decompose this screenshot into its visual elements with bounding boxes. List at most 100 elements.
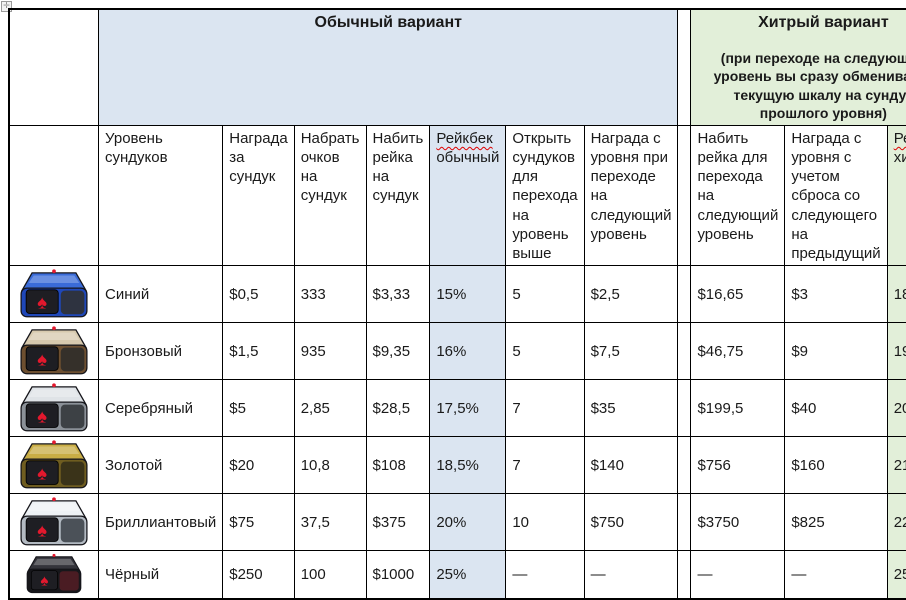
cell-open-chests[interactable]: 7 <box>505 436 585 495</box>
cell-level-reward[interactable]: $750 <box>583 493 679 552</box>
cell-open-chests[interactable]: 10 <box>505 493 585 552</box>
spacer-cell[interactable] <box>677 436 692 495</box>
cell-level-reward[interactable]: $140 <box>583 436 679 495</box>
spacer-cell[interactable] <box>677 493 692 552</box>
cell-rake-next[interactable]: $756 <box>690 436 786 495</box>
cell-level-reward[interactable]: $35 <box>583 379 679 438</box>
cell-rake[interactable]: $1000 <box>365 550 431 600</box>
cell-chest-image[interactable]: ♠ <box>8 265 99 324</box>
cell-rakeback-regular[interactable]: 20% <box>429 493 507 552</box>
corner-empty-cell[interactable] <box>8 8 99 126</box>
cell-points[interactable]: 100 <box>293 550 367 600</box>
cell-reward[interactable]: $20 <box>222 436 295 495</box>
table-select-handle-icon[interactable]: ✛ <box>1 1 12 12</box>
column-header-row: Уровень сундуков Награда за сундук Набра… <box>8 124 906 267</box>
cell-reward-reset[interactable]: $160 <box>784 436 888 495</box>
cell-level[interactable]: Бриллиантовый <box>97 493 224 552</box>
col-header-rake[interactable]: Набить рейка на сундук <box>365 124 431 267</box>
bronze-chest-icon: ♠ <box>20 326 88 375</box>
cell-reward-reset[interactable]: $825 <box>784 493 888 552</box>
cell-points[interactable]: 333 <box>293 265 367 324</box>
diamond-chest-icon: ♠ <box>20 497 88 546</box>
cell-rakeback-regular[interactable]: 16% <box>429 322 507 381</box>
cell-rake[interactable]: $3,33 <box>365 265 431 324</box>
cell-reward-reset[interactable]: $3 <box>784 265 888 324</box>
cell-open-chests[interactable]: 5 <box>505 265 585 324</box>
cell-level[interactable]: Золотой <box>97 436 224 495</box>
cell-level[interactable]: Синий <box>97 265 224 324</box>
cell-rake[interactable]: $375 <box>365 493 431 552</box>
cell-rakeback-tricky[interactable]: 21,2% <box>886 436 906 495</box>
col-header-rakeback-regular[interactable]: Рейкбек обычный <box>429 124 507 267</box>
col-header-level-reward[interactable]: Награда с уровня при переходе на следующ… <box>583 124 679 267</box>
col-header-reward-reset[interactable]: Награда с уровня с учетом сброса со след… <box>784 124 888 267</box>
cell-open-chests[interactable]: — <box>505 550 585 600</box>
cell-rakeback-tricky[interactable]: 25,0% <box>886 550 906 600</box>
spacer-cell[interactable] <box>677 379 692 438</box>
cell-rakeback-tricky[interactable]: 18,0% <box>886 265 906 324</box>
cell-chest-image[interactable]: ♠ <box>8 550 99 600</box>
cell-rakeback-tricky[interactable]: 22,0% <box>886 493 906 552</box>
cell-rakeback-regular[interactable]: 15% <box>429 265 507 324</box>
cell-chest-image[interactable]: ♠ <box>8 493 99 552</box>
spacer-cell[interactable] <box>677 8 692 126</box>
cell-reward[interactable]: $5 <box>222 379 295 438</box>
regular-variant-title: Обычный вариант <box>314 14 462 31</box>
cell-rakeback-tricky[interactable]: 19,3% <box>886 322 906 381</box>
col-header-reward[interactable]: Награда за сундук <box>222 124 295 267</box>
cell-points[interactable]: 2,85 <box>293 379 367 438</box>
pokerstars-spade-icon: ♠ <box>37 349 47 370</box>
col-header-level[interactable]: Уровень сундуков <box>97 124 224 267</box>
cell-rakeback-regular[interactable]: 18,5% <box>429 436 507 495</box>
cell-reward[interactable]: $0,5 <box>222 265 295 324</box>
cell-reward[interactable]: $75 <box>222 493 295 552</box>
cell-rake[interactable]: $28,5 <box>365 379 431 438</box>
cell-level[interactable]: Бронзовый <box>97 322 224 381</box>
cell-rakeback-tricky[interactable]: 20,1% <box>886 379 906 438</box>
spacer-cell[interactable] <box>677 550 692 600</box>
gold-chest-icon: ♠ <box>20 440 88 489</box>
cell-open-chests[interactable]: 5 <box>505 322 585 381</box>
cell-points[interactable]: 10,8 <box>293 436 367 495</box>
cell-chest-image[interactable]: ♠ <box>8 379 99 438</box>
cell-rake[interactable]: $108 <box>365 436 431 495</box>
cell-reward-reset[interactable]: $9 <box>784 322 888 381</box>
pokerstars-spade-icon: ♠ <box>40 573 48 590</box>
spacer-cell[interactable] <box>677 124 692 267</box>
cell-level[interactable]: Чёрный <box>97 550 224 600</box>
table-row: ♠ Серебряный $5 2,85 $28,5 17,5% 7 $35 $… <box>8 379 906 438</box>
col-header-rake-next[interactable]: Набить рейка для перехода на следующий у… <box>690 124 786 267</box>
cell-reward[interactable]: $250 <box>222 550 295 600</box>
cell-points[interactable]: 37,5 <box>293 493 367 552</box>
cell-rake-next[interactable]: $46,75 <box>690 322 786 381</box>
cell-level-reward[interactable]: $2,5 <box>583 265 679 324</box>
cell-reward-reset[interactable]: — <box>784 550 888 600</box>
cell-rakeback-regular[interactable]: 25% <box>429 550 507 600</box>
cell-points[interactable]: 935 <box>293 322 367 381</box>
cell-chest-image[interactable]: ♠ <box>8 322 99 381</box>
pokerstars-spade-icon: ♠ <box>37 292 47 313</box>
chest-image-header-cell[interactable] <box>8 124 99 267</box>
spacer-cell[interactable] <box>677 265 692 324</box>
regular-variant-header-cell[interactable]: Обычный вариант <box>97 8 679 126</box>
cell-rake-next[interactable]: — <box>690 550 786 600</box>
cell-reward-reset[interactable]: $40 <box>784 379 888 438</box>
cell-chest-image[interactable]: ♠ <box>8 436 99 495</box>
cell-reward[interactable]: $1,5 <box>222 322 295 381</box>
col-header-points[interactable]: Набрать очков на сундук <box>293 124 367 267</box>
table-row: ♠ Синий $0,5 333 $3,33 15% 5 $2,5 $16,65… <box>8 265 906 324</box>
cell-level-reward[interactable]: — <box>583 550 679 600</box>
col-header-rakeback-tricky[interactable]: Рейкбэк хитрый <box>886 124 906 267</box>
black-chest-icon: ♠ <box>26 554 82 594</box>
cell-rake-next[interactable]: $16,65 <box>690 265 786 324</box>
cell-rake[interactable]: $9,35 <box>365 322 431 381</box>
spacer-cell[interactable] <box>677 322 692 381</box>
tricky-variant-header-cell[interactable]: Хитрый вариант (при переходе на следующи… <box>690 8 906 126</box>
col-header-open-chests[interactable]: Открыть сундуков для перехода на уровень… <box>505 124 585 267</box>
cell-level[interactable]: Серебряный <box>97 379 224 438</box>
cell-rakeback-regular[interactable]: 17,5% <box>429 379 507 438</box>
cell-open-chests[interactable]: 7 <box>505 379 585 438</box>
cell-level-reward[interactable]: $7,5 <box>583 322 679 381</box>
cell-rake-next[interactable]: $3750 <box>690 493 786 552</box>
cell-rake-next[interactable]: $199,5 <box>690 379 786 438</box>
